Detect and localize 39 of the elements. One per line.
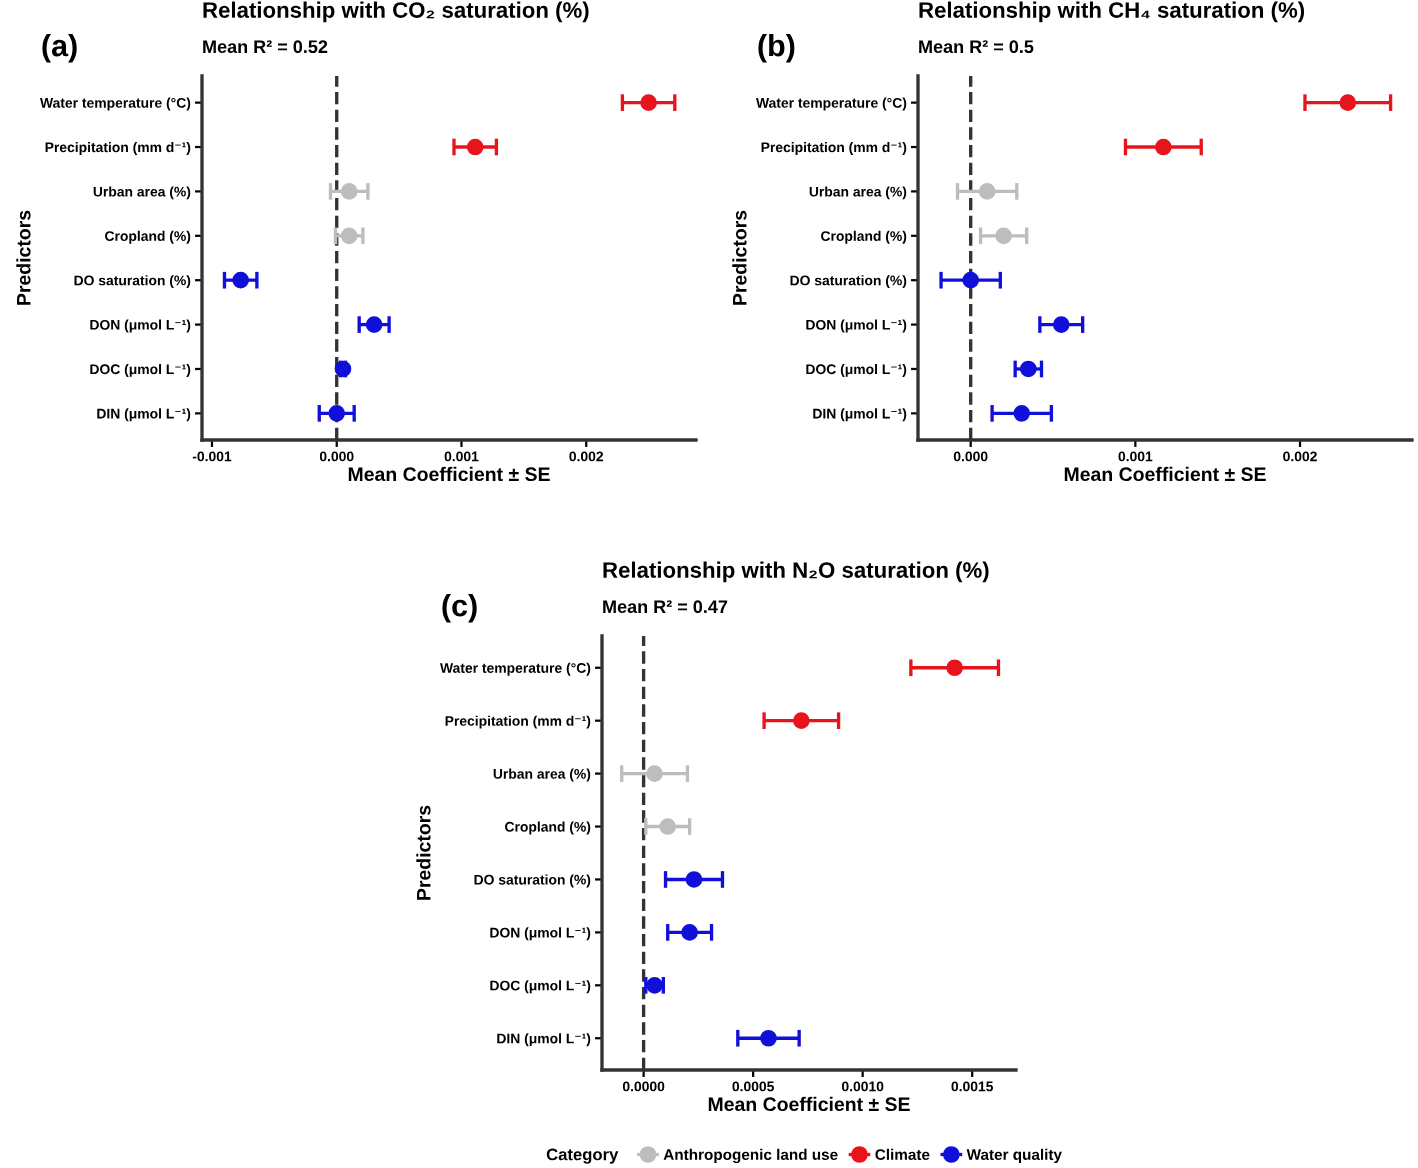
text: (b) [758, 33, 795, 63]
point [1052, 316, 1070, 333]
point [328, 405, 346, 422]
chart-title: Relationship with N₂O saturation (%) [603, 561, 989, 583]
point [340, 183, 358, 200]
x-axis-title: Mean Coefficient ± SE [348, 466, 550, 482]
point [466, 138, 484, 156]
point [681, 924, 698, 941]
chart-subtitle: Mean R² = 0.47 [603, 600, 728, 614]
text: (c) [442, 593, 477, 623]
chart-subtitle: Mean R² = 0.5 [919, 40, 1034, 54]
point [640, 94, 657, 111]
point [1013, 405, 1031, 422]
point [646, 765, 663, 782]
chart-title: Relationship with CH₄ saturation (%) [919, 1, 1305, 23]
legend-title: Category [546, 1148, 619, 1164]
point [1155, 138, 1172, 156]
point [1019, 360, 1037, 378]
x-axis-title: Mean Coefficient ± SE [708, 1096, 910, 1112]
y-axis-title: Predictors [416, 805, 431, 900]
point [793, 712, 810, 730]
point [232, 271, 250, 289]
y-axis-title: Predictors [16, 210, 31, 305]
point [1339, 94, 1357, 111]
y-axis-title: Predictors [732, 210, 747, 305]
chart-subtitle: Mean R² = 0.52 [203, 40, 328, 54]
point [978, 183, 996, 200]
chart-title: Relationship with CO₂ saturation (%) [203, 1, 589, 23]
point [659, 818, 677, 835]
point [995, 227, 1012, 245]
point [760, 1029, 777, 1047]
point [365, 316, 383, 333]
point [946, 659, 963, 677]
point [340, 227, 358, 245]
x-axis-title: Mean Coefficient ± SE [1064, 466, 1266, 482]
point [962, 271, 980, 289]
point [685, 871, 703, 888]
text: (a) [42, 33, 77, 63]
point [334, 360, 352, 378]
